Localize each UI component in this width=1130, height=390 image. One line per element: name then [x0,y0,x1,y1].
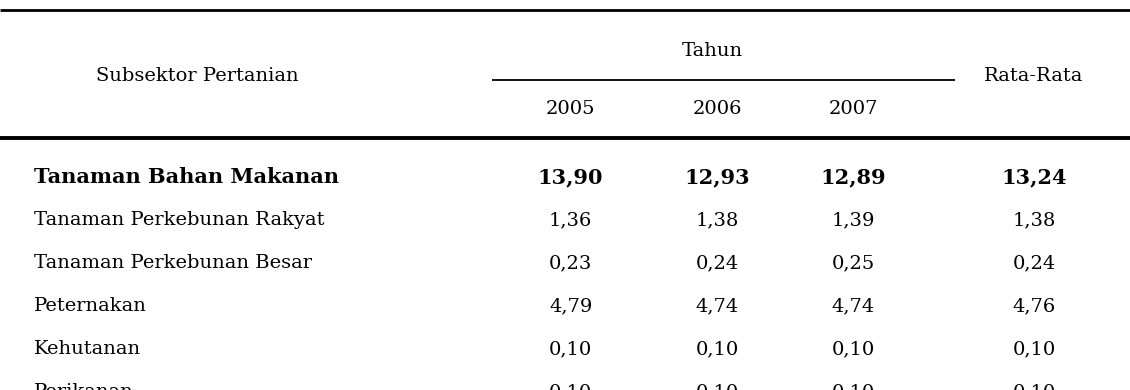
Text: 2005: 2005 [546,100,596,118]
Text: Perikanan: Perikanan [34,383,133,390]
Text: 0,10: 0,10 [832,383,875,390]
Text: Kehutanan: Kehutanan [34,340,141,358]
Text: Tanaman Perkebunan Rakyat: Tanaman Perkebunan Rakyat [34,211,324,229]
Text: Subsektor Pertanian: Subsektor Pertanian [96,67,299,85]
Text: 0,23: 0,23 [549,254,592,272]
Text: Tanaman Bahan Makanan: Tanaman Bahan Makanan [34,167,339,188]
Text: 1,36: 1,36 [549,211,592,229]
Text: Peternakan: Peternakan [34,297,147,315]
Text: 1,39: 1,39 [832,211,875,229]
Text: 0,24: 0,24 [1012,254,1055,272]
Text: 0,10: 0,10 [1012,340,1055,358]
Text: 12,89: 12,89 [820,167,886,188]
Text: 4,74: 4,74 [696,297,739,315]
Text: 0,10: 0,10 [549,383,592,390]
Text: 1,38: 1,38 [1012,211,1055,229]
Text: Rata-Rata: Rata-Rata [984,67,1084,85]
Text: 0,10: 0,10 [1012,383,1055,390]
Text: 13,90: 13,90 [538,167,603,188]
Text: 12,93: 12,93 [685,167,750,188]
Text: Tahun: Tahun [681,42,742,60]
Text: 4,76: 4,76 [1012,297,1055,315]
Text: 0,10: 0,10 [696,340,739,358]
Text: 4,79: 4,79 [549,297,592,315]
Text: 0,25: 0,25 [832,254,875,272]
Text: 0,24: 0,24 [696,254,739,272]
Text: 13,24: 13,24 [1001,167,1067,188]
Text: 1,38: 1,38 [696,211,739,229]
Text: 2007: 2007 [828,100,878,118]
Text: 2006: 2006 [693,100,742,118]
Text: 4,74: 4,74 [832,297,875,315]
Text: 0,10: 0,10 [549,340,592,358]
Text: 0,10: 0,10 [832,340,875,358]
Text: 0,10: 0,10 [696,383,739,390]
Text: Tanaman Perkebunan Besar: Tanaman Perkebunan Besar [34,254,312,272]
